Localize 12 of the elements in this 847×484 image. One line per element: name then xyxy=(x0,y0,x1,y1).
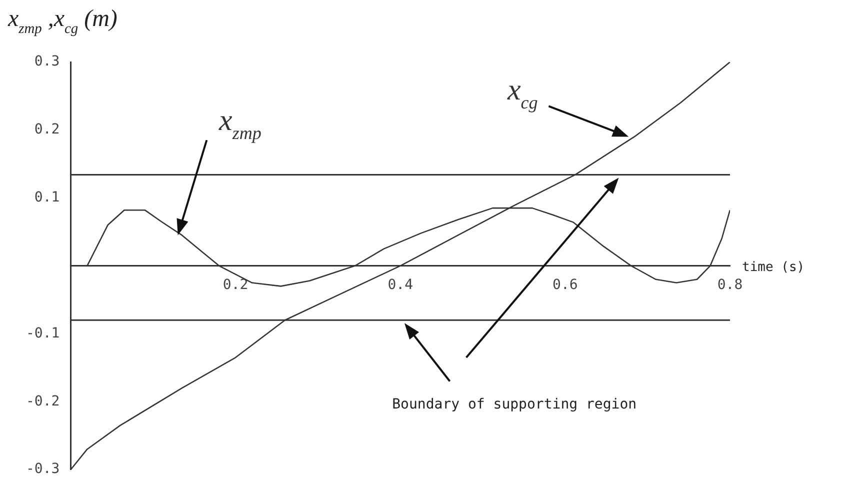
y-tick-label: 0.2 xyxy=(34,122,60,138)
x-tick-label: 0.6 xyxy=(552,276,578,293)
annotation: Boundary of supporting region xyxy=(392,396,637,412)
x-tick-label: 0.2 xyxy=(222,276,248,293)
y-tick-label: -0.2 xyxy=(26,393,60,410)
y-tick-label: -0.3 xyxy=(26,461,60,478)
x-axis-title: time (s) xyxy=(742,260,805,275)
y-tick-label: 0.3 xyxy=(34,54,60,70)
y-tick-label: 0.1 xyxy=(34,190,60,206)
y-tick-label: -0.1 xyxy=(26,325,60,342)
x-tick-label: 0.8 xyxy=(717,276,743,293)
x-tick-label: 0.4 xyxy=(388,276,414,293)
